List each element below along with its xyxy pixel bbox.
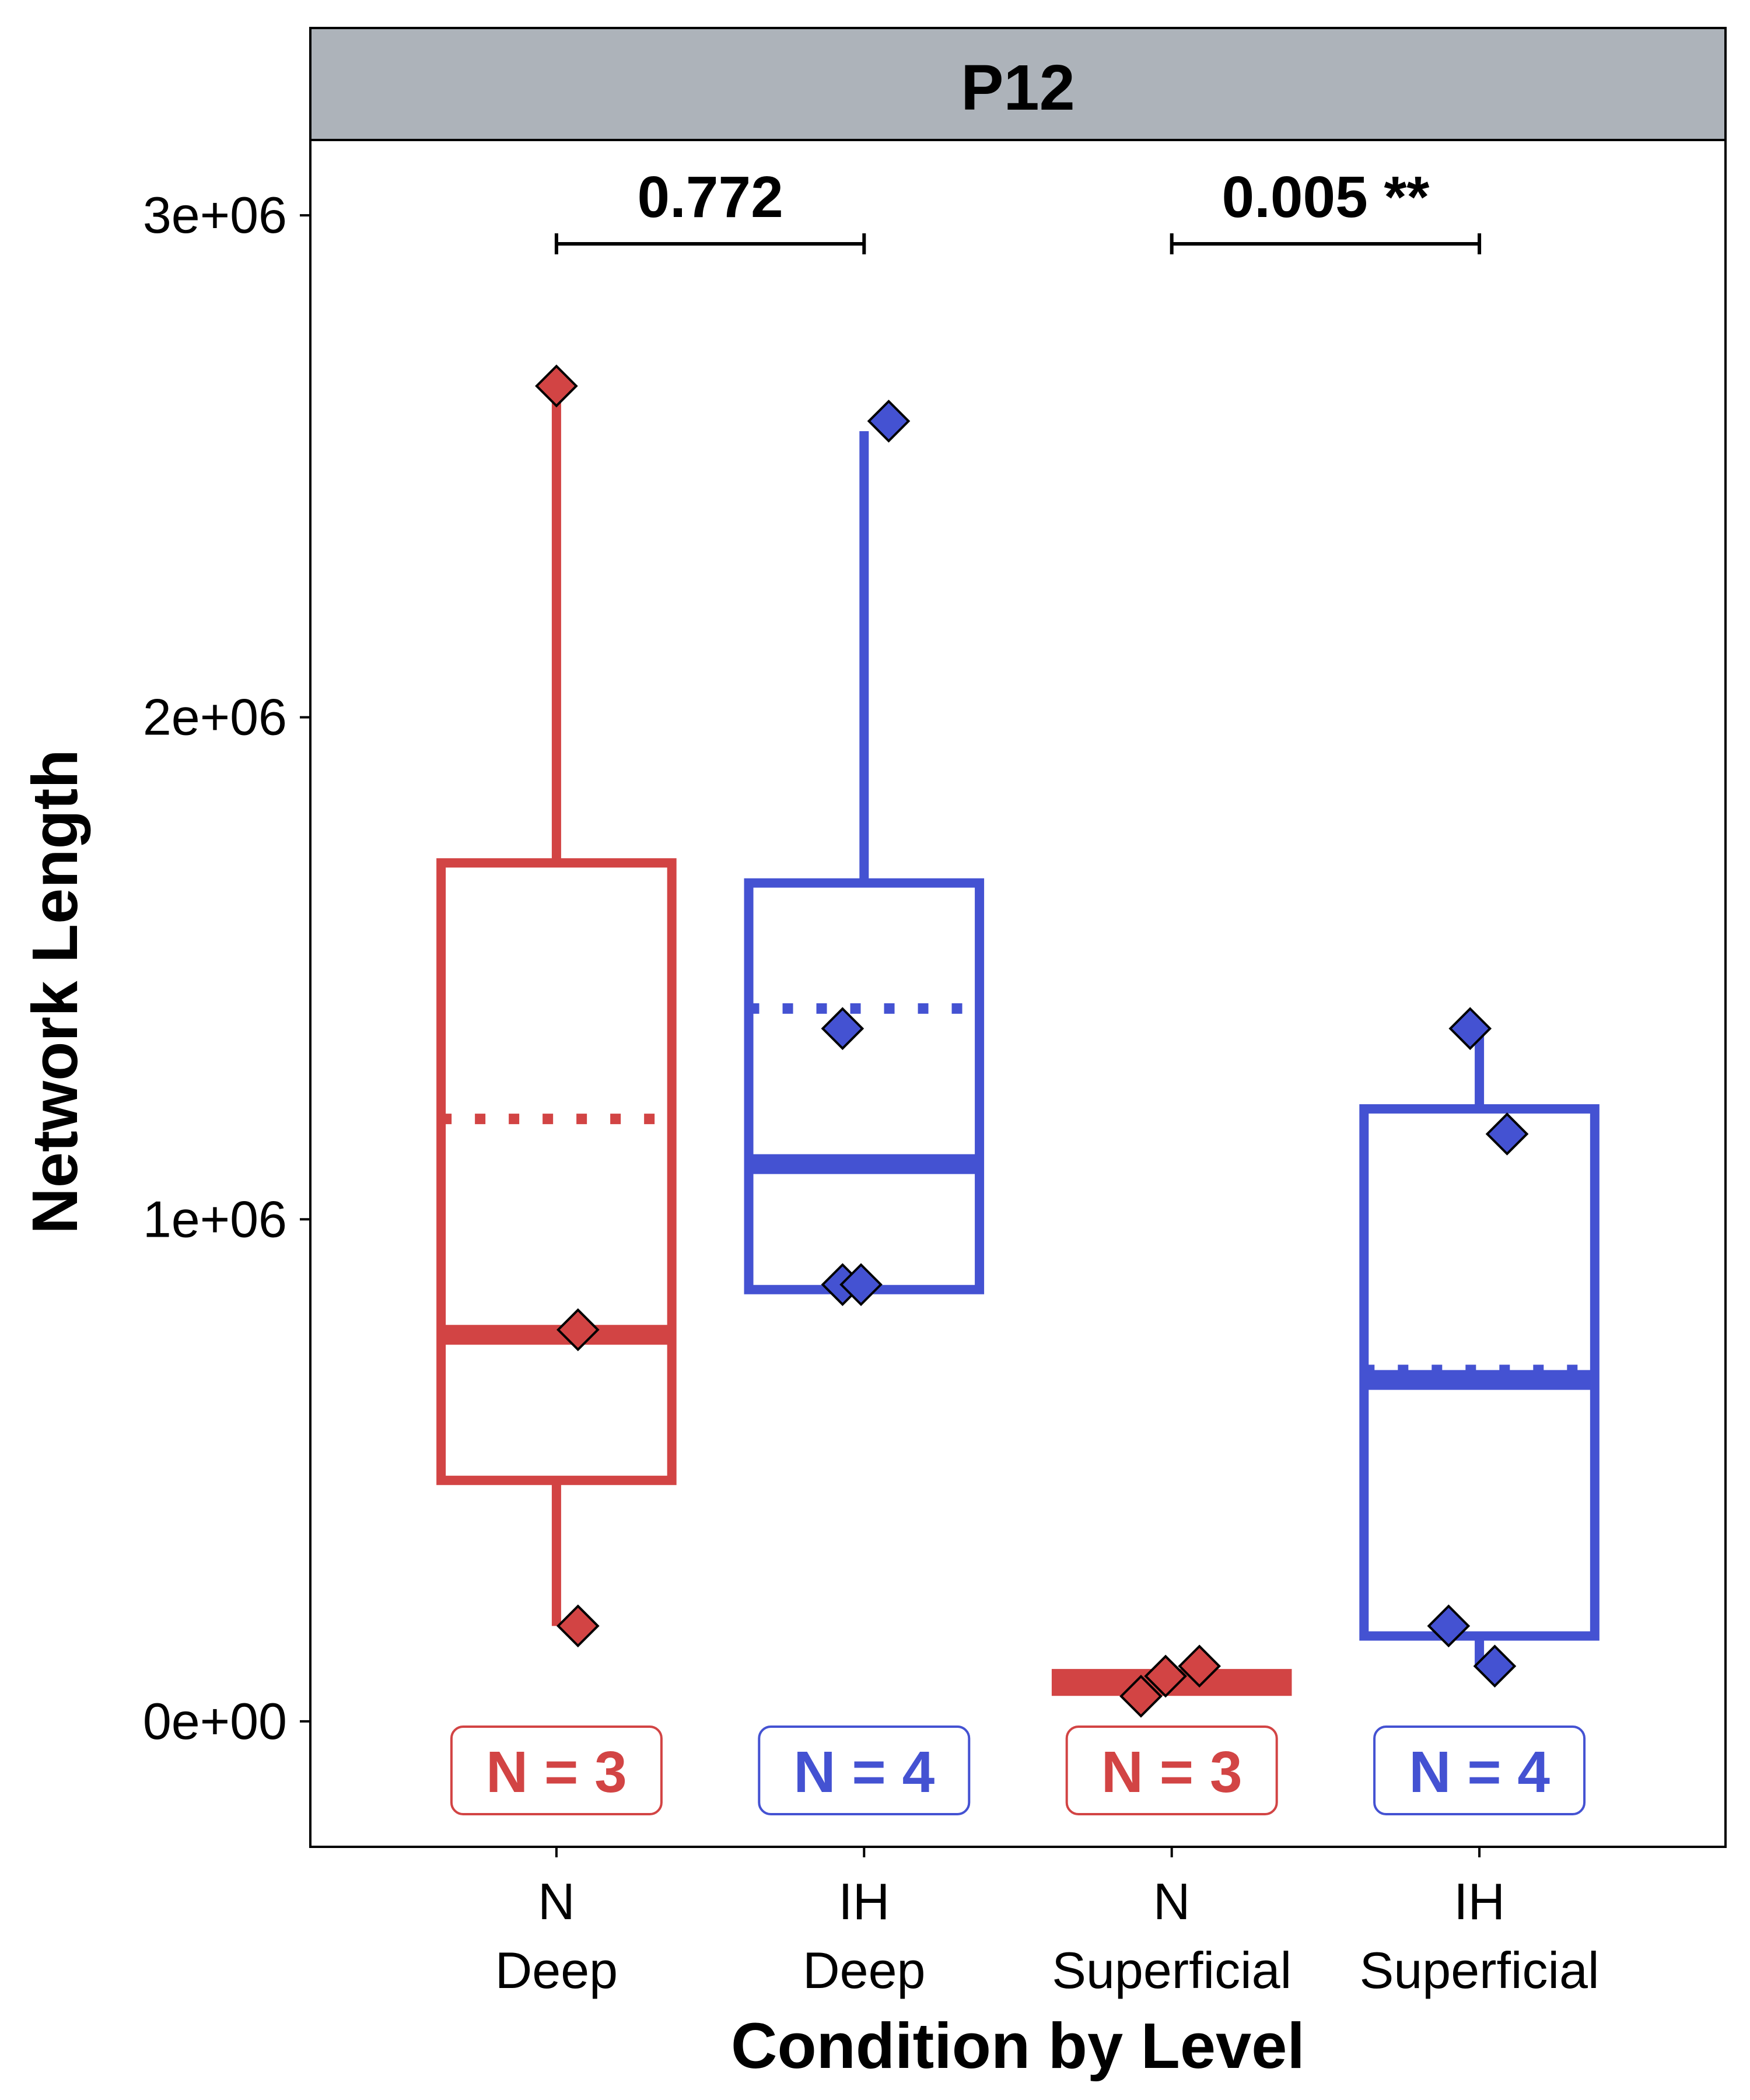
data-point	[1473, 1644, 1517, 1688]
data-point	[1485, 1112, 1529, 1156]
count-label: N = 3	[1101, 1740, 1242, 1805]
x-tick-label: Superficial	[1360, 1941, 1600, 1999]
x-tick-label: Deep	[495, 1941, 618, 1999]
y-axis: 0e+00 1e+06 2e+06 3e+06	[143, 186, 310, 1750]
p-value-label: 0.005 **	[1222, 164, 1429, 230]
data-point	[1448, 1007, 1492, 1051]
data-point	[821, 1007, 864, 1051]
count-label: N = 4	[1409, 1740, 1550, 1805]
x-axis: N Deep IH Deep N Superficial IH Superficial	[495, 1847, 1600, 1999]
box-group	[436, 364, 677, 1648]
x-tick-label: N	[1153, 1873, 1191, 1930]
x-tick-label: Deep	[803, 1941, 925, 1999]
count-label: N = 3	[486, 1740, 627, 1805]
x-tick-label: Superficial	[1052, 1941, 1292, 1999]
counts-layer: N = 3 N = 4 N = 3 N = 4	[450, 1726, 1586, 1815]
data-point	[1119, 1674, 1163, 1718]
count-badge	[450, 1726, 663, 1815]
data-point	[556, 1604, 600, 1648]
box-group	[1359, 1007, 1600, 1688]
facet-strip	[309, 27, 1727, 141]
data-point	[556, 1308, 600, 1352]
box-group	[744, 400, 985, 1306]
y-tick-label: 3e+06	[143, 186, 287, 244]
boxes-layer	[436, 364, 1600, 1718]
x-tick-label: IH	[1454, 1873, 1505, 1930]
x-axis-title: Condition by Level	[731, 2010, 1305, 2082]
box-group	[1051, 1644, 1292, 1718]
data-point	[867, 400, 911, 443]
y-tick-label: 1e+06	[143, 1190, 287, 1248]
data-point	[535, 364, 578, 408]
count-label: N = 4	[793, 1740, 935, 1805]
data-point	[1144, 1654, 1187, 1698]
data-point	[1427, 1604, 1471, 1648]
count-badge	[1065, 1726, 1278, 1815]
x-tick-label: IH	[838, 1873, 890, 1930]
x-tick-label: N	[538, 1873, 575, 1930]
data-point	[839, 1263, 883, 1306]
comparisons-layer: 0.772 0.005 **	[554, 164, 1482, 254]
data-point	[1178, 1644, 1221, 1688]
count-badge	[1373, 1726, 1586, 1815]
p-value-label: 0.772	[637, 164, 783, 230]
facet-label: P12	[961, 52, 1075, 124]
count-badge	[758, 1726, 971, 1815]
y-tick-label: 0e+00	[143, 1692, 287, 1750]
y-axis-title: Network Length	[19, 749, 91, 1234]
y-tick-label: 2e+06	[143, 688, 287, 746]
plot-panel	[309, 139, 1727, 1848]
box-iqr	[436, 858, 677, 1485]
